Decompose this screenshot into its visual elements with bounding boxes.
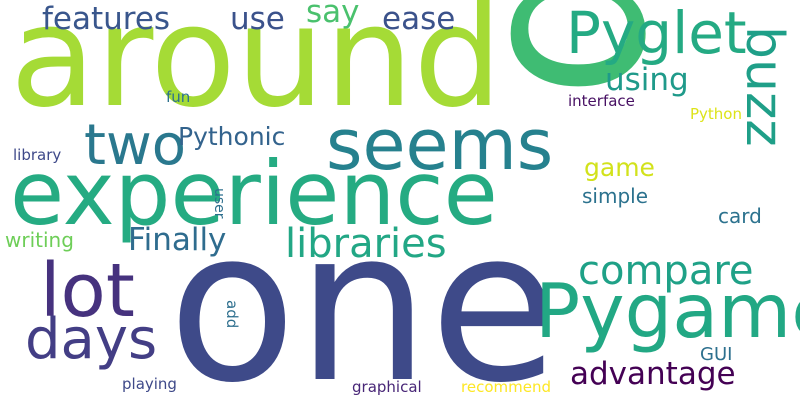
word-fun: fun	[166, 88, 191, 106]
word-library: library	[13, 146, 62, 164]
word-one: one	[168, 184, 559, 400]
word-gui: GUI	[700, 344, 733, 365]
word-writing: writing	[5, 228, 74, 252]
word-interface: interface	[568, 92, 635, 110]
word-experience: experience	[10, 142, 498, 245]
word-libraries: libraries	[285, 221, 447, 267]
word-finally: Finally	[128, 222, 227, 258]
word-using: using	[605, 62, 689, 98]
word-python: Python	[690, 105, 742, 123]
word-pythonic: Pythonic	[178, 122, 286, 151]
word-simple: simple	[582, 184, 649, 208]
word-recommend: recommend	[461, 378, 551, 396]
word-buzz: buzz	[734, 26, 794, 147]
word-pygame: Pygame	[535, 267, 800, 355]
word-around: around	[10, 0, 503, 139]
word-advantage: advantage	[570, 356, 736, 392]
word-lot: lot	[40, 248, 135, 334]
word-card: card	[718, 204, 762, 228]
word-add: add	[223, 300, 241, 329]
word-playing: playing	[122, 375, 177, 393]
word-say: say	[306, 0, 360, 30]
word-days: days	[25, 307, 158, 372]
word-user: user	[211, 188, 227, 219]
word-graphical: graphical	[352, 378, 422, 396]
word-compare: compare	[578, 248, 754, 294]
word-pyglet: Pyglet	[566, 0, 747, 67]
word-use: use	[230, 1, 285, 37]
word-ease: ease	[382, 1, 456, 37]
word-two: two	[84, 113, 187, 178]
word-features: features	[42, 1, 171, 37]
word-seems: seems	[326, 104, 554, 186]
word-game: game	[584, 153, 655, 182]
